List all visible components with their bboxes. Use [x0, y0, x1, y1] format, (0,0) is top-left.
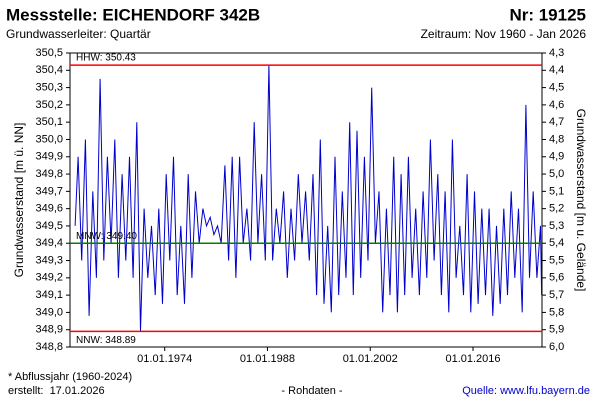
chart-title: Messstelle: EICHENDORF 342B	[6, 5, 260, 24]
reference-label: HHW: 350.43	[76, 53, 136, 64]
y2-tick-label: 6,0	[549, 341, 564, 353]
y-tick-label: 349,1	[35, 289, 63, 301]
station-number: Nr: 19125	[509, 5, 586, 24]
reference-label: MNW: 349.40	[76, 231, 137, 242]
y-tick-label: 350,5	[35, 47, 63, 59]
y-tick-label: 349,8	[35, 168, 63, 180]
y2-tick-label: 4,6	[549, 99, 564, 111]
y-tick-label: 349,3	[35, 254, 63, 266]
y2-tick-label: 5,7	[549, 289, 564, 301]
y2-tick-label: 4,5	[549, 81, 564, 93]
data-status: - Rohdaten -	[281, 385, 342, 397]
plot-area: 348,8 348,9 349,0 349,1 349,2 349,3 349,4 349,5…	[35, 47, 564, 365]
y2-tick-label: 4,4	[549, 64, 564, 76]
x-tick-label: 01.01.2016	[445, 353, 500, 365]
y-tick-label: 350,3	[35, 81, 63, 93]
reference-label: NNW: 348.89	[76, 335, 136, 346]
x-tick-label: 01.01.2002	[343, 353, 398, 365]
y2-axis-title: Grundwasserstand [m u. Gelände]	[574, 109, 588, 292]
created-date: erstellt: 17.01.2026	[8, 385, 105, 397]
y-tick-label: 350,2	[35, 99, 63, 111]
y2-tick-label: 5,6	[549, 272, 564, 284]
y2-tick-label: 4,9	[549, 151, 564, 163]
y2-tick-label: 5,5	[549, 254, 564, 266]
y-tick-label: 349,7	[35, 185, 63, 197]
y2-tick-label: 5,1	[549, 185, 564, 197]
y-tick-label: 349,0	[35, 306, 63, 318]
source-link[interactable]: Quelle: www.lfu.bayern.de	[462, 385, 590, 397]
footnote: * Abflussjahr (1960-2024)	[8, 371, 132, 383]
y2-tick-label: 4,3	[549, 47, 564, 59]
y-tick-label: 349,2	[35, 272, 63, 284]
y2-tick-label: 4,7	[549, 116, 564, 128]
y-tick-label: 350,0	[35, 133, 63, 145]
y2-tick-label: 5,4	[549, 237, 564, 249]
y2-tick-label: 5,3	[549, 220, 564, 232]
y2-tick-label: 4,8	[549, 133, 564, 145]
y-tick-label: 349,5	[35, 220, 63, 232]
period: Zeitraum: Nov 1960 - Jan 2026	[421, 27, 587, 41]
y-tick-label: 350,4	[35, 64, 63, 76]
y-axis-title: Grundwasserstand [m ü. NN]	[12, 123, 26, 278]
y-tick-label: 349,9	[35, 151, 63, 163]
y2-tick-label: 5,2	[549, 203, 564, 215]
x-tick-label: 01.01.1974	[137, 353, 192, 365]
y2-tick-label: 5,0	[549, 168, 564, 180]
y-tick-label: 348,8	[35, 341, 63, 353]
subtitle: Grundwasserleiter: Quartär	[6, 27, 151, 41]
y-tick-label: 349,6	[35, 203, 63, 215]
y2-tick-label: 5,9	[549, 324, 564, 336]
y-tick-label: 348,9	[35, 324, 63, 336]
y-tick-label: 350,1	[35, 116, 63, 128]
x-tick-label: 01.01.1988	[240, 353, 295, 365]
series-line	[74, 65, 543, 332]
y-tick-label: 349,4	[35, 237, 63, 249]
y2-tick-label: 5,8	[549, 306, 564, 318]
